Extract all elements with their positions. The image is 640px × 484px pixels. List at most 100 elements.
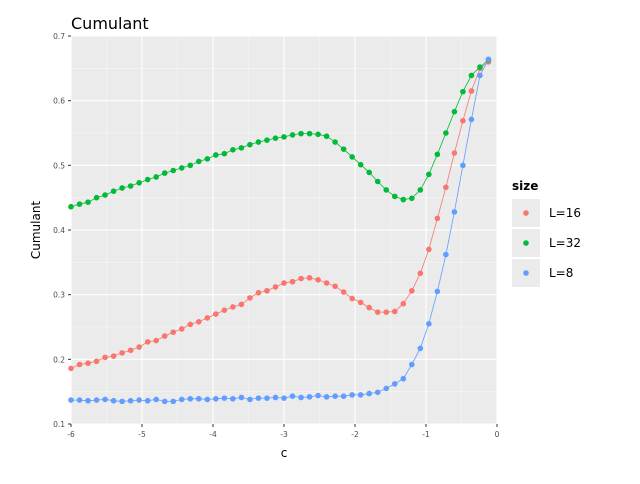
data-point-l16 (136, 344, 142, 350)
data-point-l16 (221, 307, 228, 313)
data-point-l32 (136, 179, 142, 186)
data-point-l8 (221, 395, 228, 401)
data-point-l16 (178, 326, 185, 332)
data-point-l32 (426, 171, 432, 178)
data-point-l16 (349, 295, 355, 302)
data-point-l8 (85, 397, 91, 404)
data-point-l16 (426, 246, 432, 253)
x-tick-label: -5 (138, 430, 146, 439)
data-point-l16 (434, 215, 441, 222)
data-point-l16 (323, 280, 330, 286)
data-point-l16 (153, 337, 159, 344)
data-point-l8 (93, 397, 100, 403)
data-point-l8 (170, 398, 177, 405)
data-point-l16 (144, 339, 151, 345)
data-point-l8 (477, 72, 483, 79)
data-point-l16 (315, 276, 321, 283)
data-point-l8 (178, 396, 185, 403)
series-l16 (68, 59, 492, 372)
data-point-l8 (264, 395, 270, 401)
y-tick-label: 0.2 (53, 355, 65, 364)
data-point-l8 (110, 397, 117, 404)
legend-label: L=8 (549, 266, 573, 280)
data-point-l32 (332, 139, 338, 145)
data-point-l32 (196, 158, 202, 165)
data-point-l32 (349, 154, 355, 160)
data-point-l16 (127, 347, 134, 354)
data-point-l32 (255, 139, 262, 145)
data-point-l16 (400, 300, 407, 307)
data-point-l16 (119, 350, 125, 356)
data-point-l8 (400, 375, 407, 382)
data-point-l32 (238, 145, 245, 151)
data-point-l32 (127, 183, 134, 189)
data-point-l32 (281, 134, 287, 140)
data-point-l32 (110, 188, 117, 194)
x-tick-label: -4 (209, 430, 217, 439)
data-point-l32 (68, 203, 74, 210)
data-point-l32 (144, 176, 151, 183)
chart-title: Cumulant (71, 14, 149, 33)
data-point-l8 (426, 320, 432, 327)
data-point-l32 (230, 147, 236, 153)
data-point-l16 (468, 88, 475, 94)
data-point-l8 (289, 393, 296, 399)
legend-label: L=32 (549, 236, 581, 250)
data-point-l16 (230, 304, 236, 310)
data-point-l32 (85, 199, 91, 205)
data-point-l32 (366, 169, 373, 176)
data-point-l32 (153, 174, 159, 180)
data-point-l8 (332, 393, 338, 399)
data-point-l32 (374, 178, 381, 185)
data-point-l32 (443, 130, 449, 136)
data-point-l32 (102, 192, 108, 198)
data-point-l32 (340, 146, 347, 152)
data-point-l16 (68, 365, 74, 372)
data-point-l8 (357, 392, 364, 398)
data-point-l32 (76, 201, 83, 207)
x-tick-label: -2 (351, 430, 359, 439)
legend: size L=16 L=32 L=8 (512, 179, 581, 287)
x-tick-label: -6 (67, 430, 75, 439)
data-point-l8 (161, 398, 168, 405)
data-point-l16 (391, 308, 398, 315)
data-point-l16 (298, 275, 304, 282)
data-point-l8 (451, 209, 458, 215)
data-point-l8 (468, 116, 475, 123)
data-point-l8 (272, 394, 279, 401)
data-point-l8 (374, 389, 381, 396)
data-point-l8 (144, 397, 151, 404)
data-point-l8 (136, 397, 142, 403)
data-point-l8 (391, 381, 398, 387)
data-point-l32 (178, 165, 185, 171)
data-point-l8 (76, 397, 83, 403)
data-point-l32 (187, 162, 194, 169)
data-point-l32 (400, 196, 407, 203)
data-point-l32 (451, 108, 458, 115)
data-point-l8 (238, 394, 245, 401)
data-point-l16 (357, 299, 364, 306)
data-point-l32 (161, 170, 168, 176)
legend-item-l8: L=8 (512, 259, 573, 287)
data-point-l16 (289, 278, 296, 285)
x-axis-label: c (281, 446, 288, 460)
data-point-l8 (68, 397, 74, 403)
data-point-l32 (460, 88, 466, 95)
data-point-l8 (204, 396, 211, 403)
series-l32 (68, 57, 492, 210)
data-point-l8 (127, 397, 134, 404)
data-point-l16 (161, 333, 168, 339)
legend-marker (523, 240, 529, 246)
data-point-l16 (264, 287, 270, 294)
data-point-l8 (366, 390, 373, 397)
data-point-l8 (247, 396, 253, 403)
data-point-l32 (434, 151, 441, 158)
y-tick-label: 0.1 (53, 420, 65, 429)
legend-marker (523, 270, 529, 276)
data-point-l32 (221, 150, 228, 157)
data-point-l16 (170, 329, 177, 335)
data-point-l32 (477, 64, 483, 70)
y-tick-label: 0.7 (53, 32, 65, 41)
